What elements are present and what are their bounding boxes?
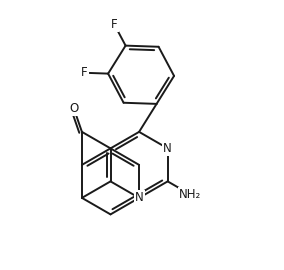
Text: N: N (163, 142, 172, 155)
Text: F: F (81, 66, 88, 79)
Text: N: N (135, 191, 143, 204)
Text: O: O (69, 102, 78, 115)
Text: F: F (111, 18, 118, 31)
Text: NH₂: NH₂ (179, 188, 201, 201)
